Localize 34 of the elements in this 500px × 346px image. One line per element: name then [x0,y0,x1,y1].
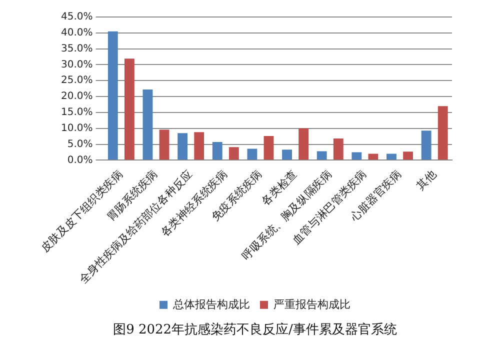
y-tick-label: 30.0% [60,59,93,70]
bar [264,136,274,160]
bar [142,90,153,160]
y-tick-label: 0.0% [67,154,93,166]
y-tick-label: 25.0% [60,75,93,86]
bar [159,130,170,160]
bar [124,58,134,160]
y-tick-label: 15.0% [60,107,93,118]
bar [228,147,239,160]
text: 图9 2022年抗感染药不良反应/事件累及器官系统 [113,322,397,338]
y-tick-label: 5.0% [67,138,93,150]
y-tick-label: 20.0% [60,91,93,102]
bar [247,148,258,160]
y-tick-label: 10.0% [60,122,93,134]
bar [333,138,344,160]
y-tick-label: 45.0% [60,12,93,23]
bar [108,31,118,160]
bar [212,142,222,160]
bar [194,132,204,160]
bar [178,133,188,160]
bar [386,154,396,160]
bar [403,152,413,160]
legend-label: 严重报告构成比 [274,298,350,311]
bar [298,128,309,160]
bar [421,130,432,160]
x-tick-label: 其他 [414,168,439,193]
bar [438,106,448,160]
bar [368,154,378,160]
legend-label: 总体报告构成比 [172,298,250,311]
bar [316,151,327,160]
bar [352,152,362,160]
y-tick-label: 40.0% [60,28,93,38]
y-tick-label: 35.0% [60,43,93,54]
bar [282,150,292,160]
